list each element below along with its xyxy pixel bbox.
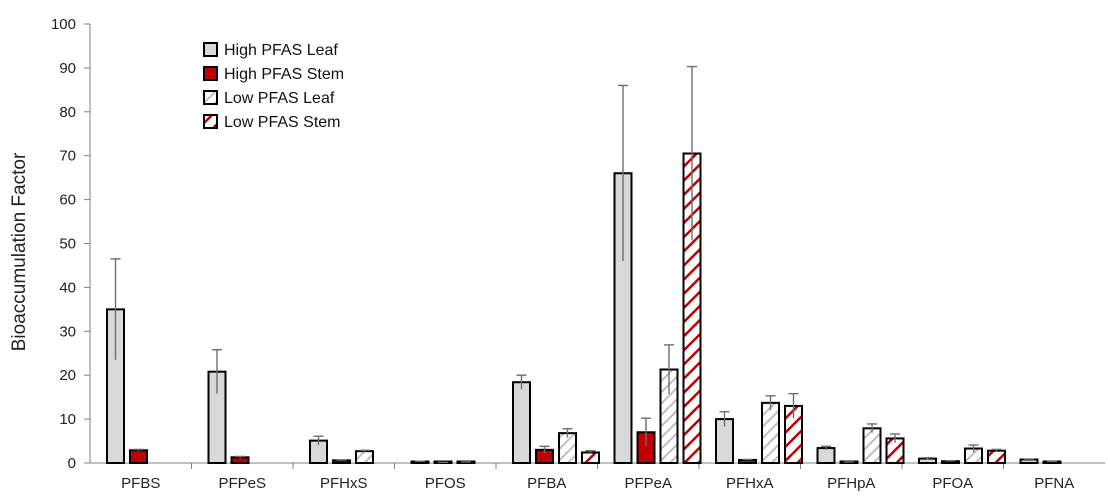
x-tick-label: PFBA: [527, 475, 566, 492]
y-tick-label: 70: [59, 148, 76, 165]
error-bars: [110, 65, 1057, 464]
legend-label: High PFAS Leaf: [224, 42, 338, 59]
x-axis: PFBS PFPeS PFHxS PFOS PFBA PFPeA PFHxA PFHpA PFO…: [90, 462, 1105, 492]
bar: [738, 458, 757, 465]
y-axis-title: Bioaccumulation Factor: [9, 152, 30, 351]
y-tick-label: 60: [59, 192, 76, 209]
x-tick-label: PFHxA: [726, 475, 774, 492]
legend-label: Low PFAS Stem: [224, 114, 341, 131]
x-tick-label: PFNA: [1034, 475, 1074, 492]
x-tick-label: PFBS: [121, 475, 160, 492]
x-tick-label: PFOA: [932, 475, 973, 492]
x-tick-label: PFHxS: [320, 475, 368, 492]
bar: [816, 447, 836, 465]
legend-label: High PFAS Stem: [224, 66, 344, 83]
bar: [1019, 458, 1039, 465]
bar: [761, 401, 780, 464]
legend-swatch: [203, 66, 218, 81]
legend-label: Low PFAS Leaf: [224, 90, 335, 107]
y-tick-label: 50: [59, 236, 76, 253]
bar: [558, 432, 577, 465]
y-tick-label: 80: [59, 104, 76, 121]
legend-swatch: [203, 90, 218, 105]
y-tick-label: 90: [59, 60, 76, 77]
x-tick-label: PFOS: [425, 475, 466, 492]
bar: [862, 427, 882, 464]
y-tick-label: 10: [59, 411, 76, 428]
legend-swatch: [203, 42, 218, 57]
y-tick-label: 30: [59, 323, 76, 340]
x-tick-label: PFPeA: [624, 475, 672, 492]
bar: [129, 449, 148, 465]
legend: High PFAS Leaf High PFAS Stem Low PFAS Lea…: [203, 42, 344, 131]
y-tick-label: 0: [68, 455, 76, 472]
x-tick-label: PFPeS: [218, 475, 266, 492]
bar: [512, 381, 531, 464]
y-tick-label: 20: [59, 367, 76, 384]
y-tick-label: 100: [51, 16, 76, 33]
bar: [987, 449, 1006, 465]
bar: [355, 450, 374, 465]
legend-swatch: [203, 114, 218, 129]
bars: [106, 152, 1062, 465]
x-tick-label: PFHpA: [827, 475, 875, 492]
y-tick-label: 40: [59, 279, 76, 296]
y-axis: 0 10 20 30 40 50 60 70 80 90 100: [51, 16, 91, 472]
